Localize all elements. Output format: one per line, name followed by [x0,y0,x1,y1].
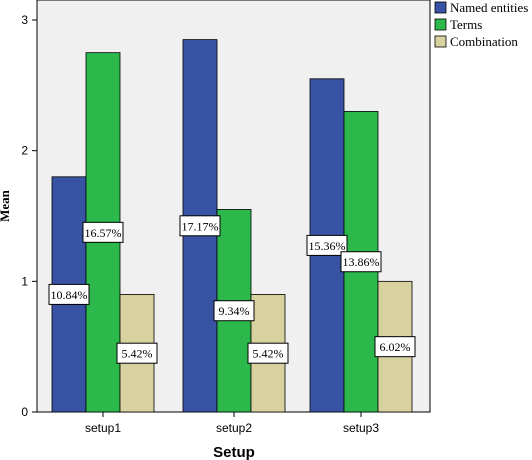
legend-swatch [434,35,447,48]
x-axis: setup1 setup2 setup3 [85,412,379,435]
x-axis-title: Setup [213,444,255,460]
data-label-box [179,215,221,237]
x-tick-label: setup3 [343,421,379,435]
data-label: 10.84% [51,288,88,302]
x-tick-label: setup1 [85,421,121,435]
data-label: 9.34% [219,304,250,318]
y-tick-label: 0 [21,405,28,419]
y-axis-title: Mean [0,189,12,222]
legend: Named entities Terms Combination [434,0,528,49]
legend-swatch [434,1,447,14]
data-label-box [374,336,416,358]
data-label: 13.86% [343,255,380,269]
y-tick-label: 1 [21,274,28,288]
data-label: 15.36% [309,239,346,253]
data-label-box [48,283,90,305]
legend-label: Combination [450,34,518,49]
data-label-box [116,342,158,364]
y-tick-label: 2 [21,144,28,158]
data-labels-layer: 10.84% 16.57% 5.42% 17.17% 9.34% 5.42% 15.36% 1… [48,215,416,364]
data-label: 5.42% [122,347,153,361]
legend-swatch [434,18,447,31]
legend-label: Terms [450,17,482,32]
data-label-box [213,300,255,322]
x-tick-label: setup2 [216,421,252,435]
data-label: 5.42% [253,347,284,361]
legend-label: Named entities [450,0,528,15]
data-label: 6.02% [380,340,411,354]
data-label-box [82,221,124,243]
y-axis: 0 1 2 3 [21,13,37,419]
y-tick-label: 3 [21,13,28,27]
data-label-box [306,234,348,256]
data-label: 17.17% [182,219,219,233]
data-label: 16.57% [85,226,122,240]
data-label-box [247,342,289,364]
data-label-box [340,251,382,273]
